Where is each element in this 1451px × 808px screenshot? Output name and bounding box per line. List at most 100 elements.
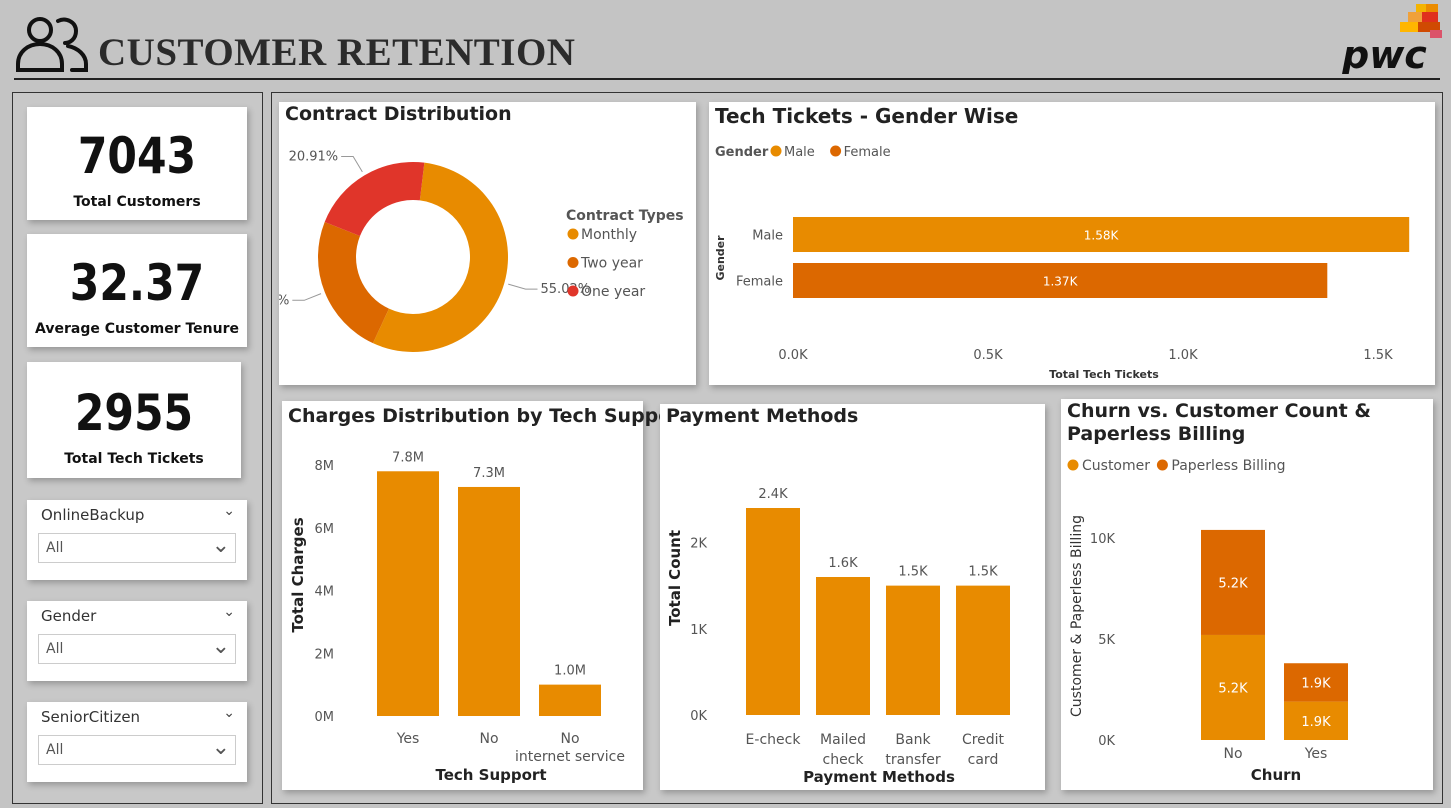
y-tick-label: 2M xyxy=(315,647,335,662)
y-tick-label: 6M xyxy=(315,522,335,537)
x-tick-label: Credit xyxy=(962,732,1005,748)
kpi-value: 7043 xyxy=(77,127,197,185)
stacked-bar-segment xyxy=(1201,634,1265,740)
pwc-logo-text: pwc xyxy=(1341,33,1427,74)
contract-donut-chart: 55.02%24.07%20.91%Contract TypesMonthlyT… xyxy=(279,149,684,352)
x-tick-label: Yes xyxy=(396,731,420,747)
churn-stacked-bar-chart: Customer Paperless Billing 0K 5K 10K 5.2K 5.2K… xyxy=(1067,458,1348,784)
legend-label: Monthly xyxy=(581,227,637,243)
legend-label: Two year xyxy=(580,256,643,272)
legend-marker xyxy=(567,228,579,240)
slicer-seniorcitizen: SeniorCitizen ⌄ All ⌄ xyxy=(27,702,247,782)
slicer-title: Gender xyxy=(41,607,97,625)
bar-yes xyxy=(377,471,439,716)
y-tick-label: 5K xyxy=(1098,633,1115,648)
kpi-label: Average Customer Tenure xyxy=(35,321,239,337)
y-tick-label: Male xyxy=(752,229,783,244)
x-tick-label: No xyxy=(1223,746,1242,762)
stacked-bar-segment xyxy=(1284,663,1348,702)
bar-no xyxy=(458,486,520,716)
legend-marker xyxy=(770,145,782,157)
chart-title: Tech Tickets - Gender Wise xyxy=(715,104,1019,128)
bar-data-label: 1.0M xyxy=(554,664,586,679)
legend-marker xyxy=(830,145,842,157)
y-tick-label: 0K xyxy=(1098,734,1115,749)
x-tick-label: 1.5K xyxy=(1363,348,1393,363)
kpi-total-customers: 7043 Total Customers xyxy=(27,107,247,220)
chevron-down-icon[interactable]: ⌄ xyxy=(223,604,235,620)
dropdown-value: All xyxy=(46,641,64,657)
bar-data-label: 1.5K xyxy=(898,565,928,580)
legend-label: One year xyxy=(581,284,645,300)
legend-title: Gender xyxy=(715,145,769,160)
bar-data-label: 7.8M xyxy=(392,450,424,465)
x-axis-title: Churn xyxy=(1251,766,1301,784)
slicer-dropdown[interactable]: All ⌄ xyxy=(38,735,236,765)
chart-title: Payment Methods xyxy=(666,405,859,427)
legend-title: Contract Types xyxy=(566,208,684,224)
x-tick-label: Bank xyxy=(895,732,931,748)
x-tick-label: Yes xyxy=(1304,746,1328,762)
chart-title: Churn vs. Customer Count & Paperless Bil… xyxy=(1067,400,1371,445)
customers-icon xyxy=(14,12,90,76)
dropdown-value: All xyxy=(46,742,64,758)
x-tick-label: No xyxy=(560,731,579,747)
contract-distribution-card: Contract Distribution 55.02%24.07%20.91%… xyxy=(279,102,696,385)
kpi-value: 32.37 xyxy=(69,254,205,312)
y-tick-label: 8M xyxy=(315,459,335,474)
bar-data-label: 2.4K xyxy=(758,487,788,502)
x-tick-label: check xyxy=(823,752,865,768)
slicer-title: OnlineBackup xyxy=(41,506,145,524)
x-tick-label: E-check xyxy=(746,732,802,748)
legend-label: Paperless Billing xyxy=(1171,458,1285,474)
bar-e-check xyxy=(746,508,800,715)
x-tick-label: 0.0K xyxy=(778,348,808,363)
kpi-label: Total Tech Tickets xyxy=(64,451,204,467)
bar-data-label: 7.3M xyxy=(473,466,505,481)
tech-tickets-gender-card: Tech Tickets - Gender Wise Gender Male Fem… xyxy=(709,102,1435,385)
bar-data-label: 1.6K xyxy=(828,556,858,571)
donut-data-label: 20.91% xyxy=(289,149,339,164)
y-tick-label: 0K xyxy=(690,709,707,724)
chart-title: Charges Distribution by Tech Support xyxy=(288,405,690,427)
bar-data-label: 1.9K xyxy=(1301,676,1331,691)
bar-data-label: 5.2K xyxy=(1218,576,1248,591)
header-divider xyxy=(14,78,1440,80)
donut-slice-one-year xyxy=(324,162,425,237)
slicer-dropdown[interactable]: All ⌄ xyxy=(38,533,236,563)
donut-slice-monthly xyxy=(372,162,508,352)
dropdown-value: All xyxy=(46,540,64,556)
x-tick-label: No xyxy=(479,731,498,747)
slicer-gender: Gender ⌄ All ⌄ xyxy=(27,601,247,681)
bar-mailed-check xyxy=(816,577,870,715)
donut-leader-line xyxy=(508,283,538,290)
donut-data-label: 24.07% xyxy=(279,293,289,308)
y-axis-title: Total Charges xyxy=(289,517,307,632)
legend-label: Male xyxy=(784,145,815,160)
donut-leader-line xyxy=(292,293,322,301)
kpi-value: 2955 xyxy=(74,384,194,442)
x-axis-title: Payment Methods xyxy=(803,768,955,786)
page-title: CUSTOMER RETENTION xyxy=(98,31,576,74)
x-tick-label: 0.5K xyxy=(973,348,1003,363)
slicer-dropdown[interactable]: All ⌄ xyxy=(38,634,236,664)
y-axis-title: Total Count xyxy=(666,530,684,626)
payment-bar-chart: 0K 1K 2K 2.4K E-check 1.6K Mailed check 1.5K Bank… xyxy=(666,487,1010,786)
slicer-title: SeniorCitizen xyxy=(41,708,141,726)
legend-label: Customer xyxy=(1082,458,1150,474)
bar-bank-transfer xyxy=(886,585,940,715)
kpi-label: Total Customers xyxy=(73,194,201,210)
chevron-down-icon[interactable]: ⌄ xyxy=(223,705,235,721)
chevron-down-icon: ⌄ xyxy=(211,533,230,558)
bar-data-label: 5.2K xyxy=(1218,681,1248,696)
y-axis-title: Gender xyxy=(714,235,727,281)
bar-credit-card xyxy=(956,585,1010,715)
bar-data-label: 1.9K xyxy=(1301,715,1331,730)
x-tick-label: 1.0K xyxy=(1168,348,1198,363)
chart-title: Contract Distribution xyxy=(285,103,512,125)
kpi-total-tech-tickets: 2955 Total Tech Tickets xyxy=(27,362,241,478)
chevron-down-icon[interactable]: ⌄ xyxy=(223,503,235,519)
payment-methods-card: Payment Methods 0K 1K 2K 2.4K E-check 1.6K Mai… xyxy=(660,404,1045,790)
x-axis-title: Total Tech Tickets xyxy=(1049,368,1159,381)
charges-distribution-card: Charges Distribution by Tech Support 0M 2… xyxy=(282,401,690,790)
